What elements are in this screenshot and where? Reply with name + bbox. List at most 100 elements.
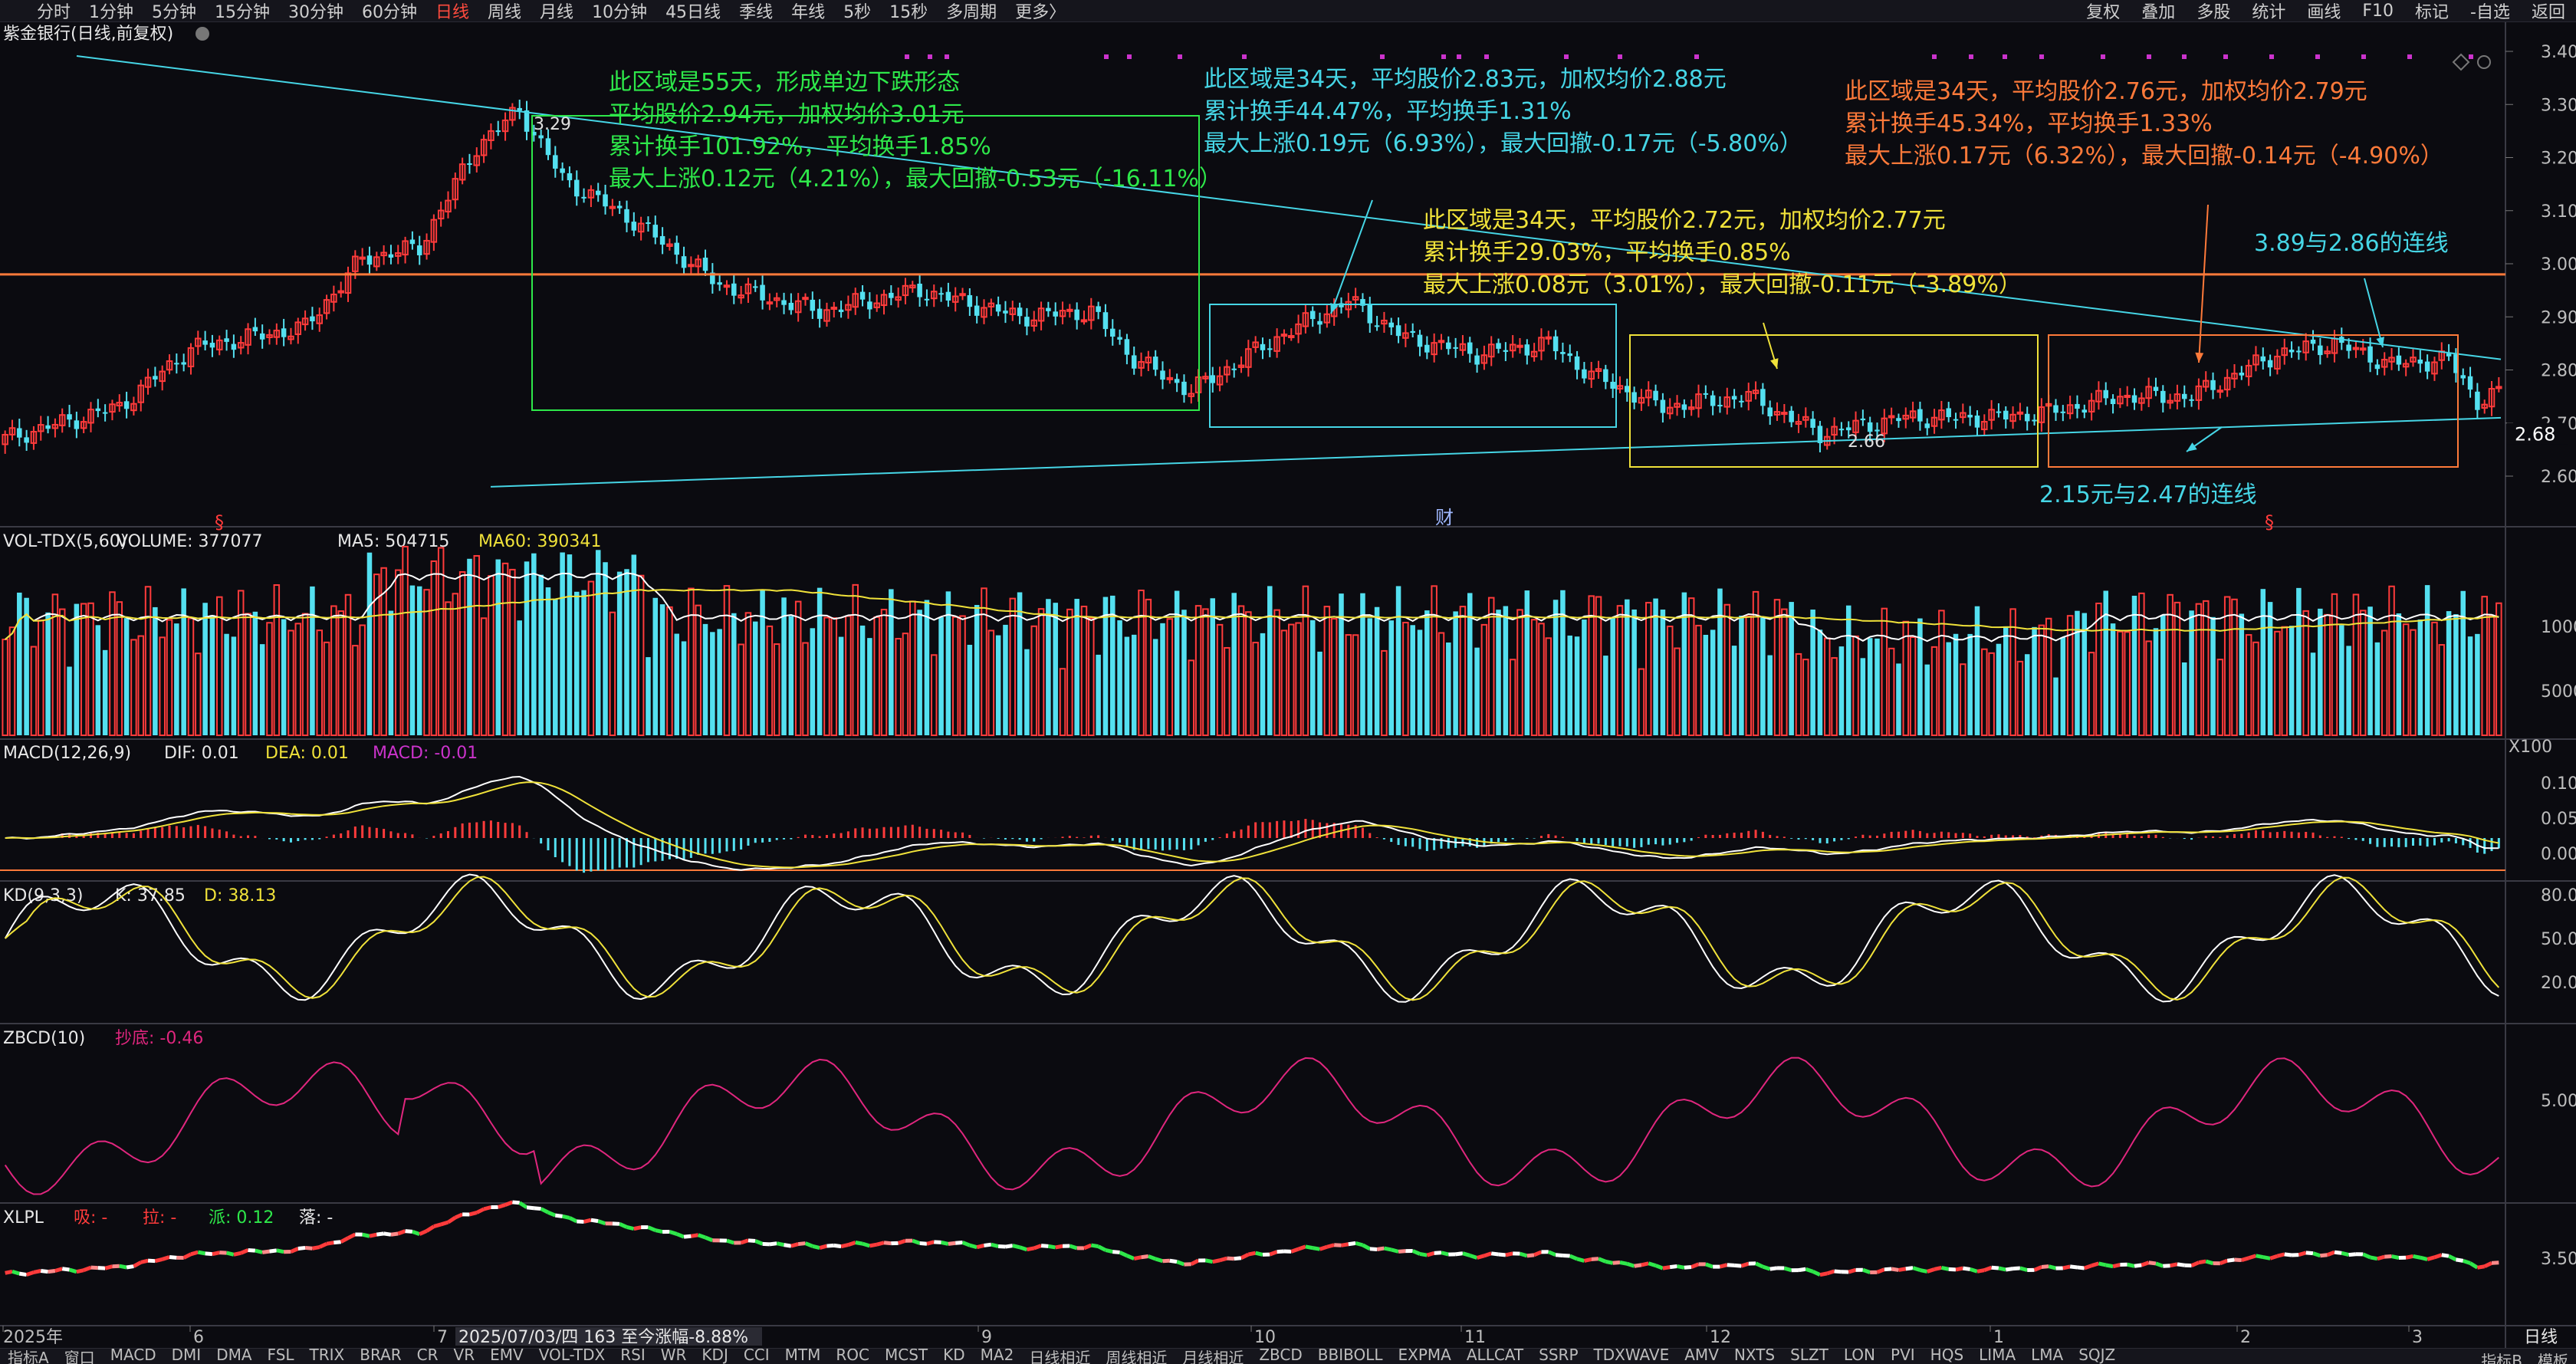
- indicator-tab-21[interactable]: 日线相近: [1021, 1348, 1098, 1364]
- indicator-tab-12[interactable]: RSI: [613, 1348, 653, 1364]
- period-tab-12[interactable]: 年线: [782, 0, 834, 23]
- period-tab-0[interactable]: 分时: [28, 0, 80, 23]
- indicator-tab-3[interactable]: DMI: [164, 1348, 209, 1364]
- indicator-tab-34[interactable]: PVI: [1883, 1348, 1923, 1364]
- indicator-tab-7[interactable]: BRAR: [352, 1348, 409, 1364]
- indicator-tab-25[interactable]: BBIBOLL: [1310, 1348, 1391, 1364]
- volume-bar: [517, 620, 522, 735]
- indicator-tab-10[interactable]: EMV: [482, 1348, 531, 1364]
- indicator-tab-29[interactable]: TDXWAVE: [1586, 1348, 1677, 1364]
- toolbar-btn-8[interactable]: 返回: [2521, 0, 2576, 23]
- xlpl-segment: [2199, 1261, 2206, 1263]
- indicator-tab-0[interactable]: 指标A: [0, 1348, 57, 1364]
- period-tab-13[interactable]: 5秒: [834, 0, 880, 23]
- toolbar-btn-4[interactable]: 画线: [2296, 0, 2351, 23]
- period-tab-3[interactable]: 15分钟: [205, 0, 279, 23]
- period-tab-14[interactable]: 15秒: [880, 0, 937, 23]
- indicator-tab-35[interactable]: HQS: [1923, 1348, 1971, 1364]
- volume-bar: [88, 603, 94, 735]
- indicator-tab-16[interactable]: MTM: [777, 1348, 829, 1364]
- xlpl-segment: [2371, 1257, 2377, 1259]
- indicator-tab-9[interactable]: VR: [446, 1348, 483, 1364]
- volume-bar: [2032, 627, 2037, 735]
- indicator-tab-36[interactable]: LIMA: [1971, 1348, 2023, 1364]
- candle-body: [45, 426, 51, 429]
- candle-body: [367, 255, 373, 265]
- period-tab-11[interactable]: 季线: [730, 0, 782, 23]
- xlpl-segment: [1763, 1267, 1769, 1269]
- volume-bar: [1710, 629, 1716, 735]
- candle-body: [1710, 396, 1716, 406]
- indicator-tab-2[interactable]: MACD: [103, 1348, 164, 1364]
- indicator-tab-4[interactable]: DMA: [209, 1348, 259, 1364]
- toolbar-btn-2[interactable]: 多股: [2186, 0, 2241, 23]
- toolbar-btn-3[interactable]: 统计: [2241, 0, 2296, 23]
- period-tab-8[interactable]: 月线: [531, 0, 583, 23]
- indicator-tab-27[interactable]: ALLCAT: [1459, 1348, 1531, 1364]
- volume-bar: [2103, 590, 2108, 735]
- kline-chart[interactable]: 3.403.303.203.103.002.902.802.702.60此区域是…: [0, 22, 2576, 1348]
- diamond-icon[interactable]: [2453, 54, 2469, 70]
- indicator-tab-37[interactable]: LMA: [2023, 1348, 2071, 1364]
- toolbar-btn-1[interactable]: 叠加: [2131, 0, 2186, 23]
- region-box-cyan[interactable]: [1210, 304, 1616, 427]
- volume-bar: [1031, 626, 1037, 735]
- volume-bar: [1246, 612, 1251, 735]
- toolbar-btn-5[interactable]: F10: [2351, 2, 2404, 21]
- indicator-right-0[interactable]: 指标B: [2473, 1349, 2530, 1364]
- indicator-tab-26[interactable]: EXPMA: [1391, 1348, 1459, 1364]
- indicator-tab-22[interactable]: 周线相近: [1098, 1348, 1175, 1364]
- period-tab-15[interactable]: 多周期: [937, 0, 1006, 23]
- period-tab-7[interactable]: 周线: [478, 0, 531, 23]
- indicator-tab-8[interactable]: CR: [409, 1348, 446, 1364]
- xlpl-segment: [1963, 1268, 1970, 1269]
- indicator-tab-18[interactable]: MCST: [877, 1348, 935, 1364]
- toolbar-btn-0[interactable]: 复权: [2075, 0, 2131, 23]
- indicator-tab-15[interactable]: CCI: [736, 1348, 777, 1364]
- price-tick-label: 3.30: [2541, 96, 2576, 115]
- period-tab-2[interactable]: 5分钟: [143, 0, 205, 23]
- indicator-tab-11[interactable]: VOL-TDX: [531, 1348, 613, 1364]
- toolbar-btn-7[interactable]: -自选: [2459, 0, 2521, 23]
- indicator-tab-14[interactable]: KDJ: [694, 1348, 735, 1364]
- candle-body: [2268, 360, 2273, 367]
- indicator-tab-6[interactable]: TRIX: [302, 1348, 353, 1364]
- indicator-tab-17[interactable]: ROC: [828, 1348, 877, 1364]
- candle-body: [1474, 356, 1480, 365]
- period-tab-1[interactable]: 1分钟: [80, 0, 143, 23]
- period-tab-4[interactable]: 30分钟: [279, 0, 353, 23]
- volume-bar: [96, 625, 101, 735]
- indicator-tab-33[interactable]: LON: [1836, 1348, 1883, 1364]
- volume-bar: [324, 643, 330, 735]
- indicator-tab-31[interactable]: NXTS: [1727, 1348, 1783, 1364]
- candle-body: [624, 209, 629, 223]
- candle-body: [2218, 390, 2223, 392]
- volume-bar: [445, 602, 451, 735]
- period-tab-5[interactable]: 60分钟: [353, 0, 426, 23]
- period-tab-6[interactable]: 日线: [426, 0, 478, 23]
- signal-dot: [1457, 54, 1461, 59]
- indicator-tab-1[interactable]: 窗口: [57, 1348, 103, 1364]
- indicator-tab-23[interactable]: 月线相近: [1175, 1348, 1251, 1364]
- settings-icon[interactable]: [2478, 56, 2490, 68]
- indicator-tab-5[interactable]: FSL: [260, 1348, 302, 1364]
- indicator-tab-13[interactable]: WR: [653, 1348, 695, 1364]
- indicator-tab-19[interactable]: KD: [935, 1348, 973, 1364]
- period-tab-16[interactable]: 更多〉: [1006, 0, 1075, 23]
- period-tab-9[interactable]: 10分钟: [583, 0, 656, 23]
- time-tick-label: 7: [437, 1328, 448, 1347]
- candle-body: [1153, 357, 1158, 370]
- indicator-tab-30[interactable]: AMV: [1677, 1348, 1727, 1364]
- macd-bars: [5, 819, 2499, 873]
- toolbar-btn-6[interactable]: 标记: [2404, 0, 2459, 23]
- period-tab-10[interactable]: 45日线: [656, 0, 730, 23]
- indicator-tab-24[interactable]: ZBCD: [1251, 1348, 1309, 1364]
- xlpl-segment: [312, 1247, 319, 1249]
- indicator-tab-28[interactable]: SSRP: [1531, 1348, 1585, 1364]
- indicator-tab-32[interactable]: SLZT: [1783, 1348, 1836, 1364]
- indicator-tab-38[interactable]: SQJZ: [2071, 1348, 2123, 1364]
- volume-bar: [2196, 604, 2202, 735]
- title-menu-icon[interactable]: [196, 27, 209, 41]
- indicator-right-1[interactable]: 模板: [2530, 1349, 2576, 1364]
- indicator-tab-20[interactable]: MA2: [973, 1348, 1022, 1364]
